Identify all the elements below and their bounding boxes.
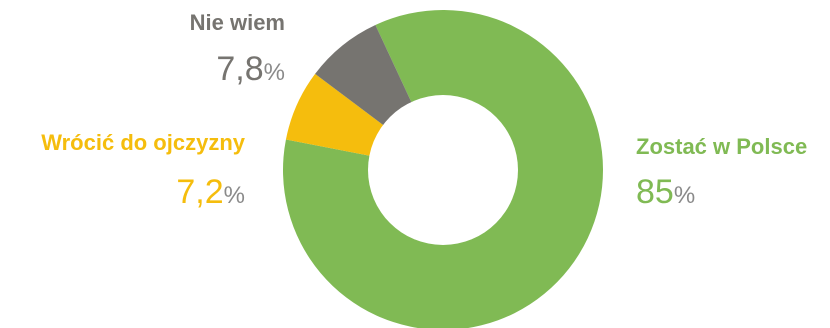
label-wrocic: Wrócić do ojczyzny 7,2%: [41, 130, 246, 211]
slice-percent-zostac: %: [674, 182, 695, 209]
slice-number-zostac: 85: [636, 173, 674, 211]
slice-label-wrocic: Wrócić do ojczyzny: [41, 130, 246, 155]
slice-label-zostac: Zostać w Polsce: [636, 134, 807, 159]
donut-hole: [368, 95, 518, 245]
slice-number-wrocic: 7,2: [176, 173, 223, 211]
slice-percent-wrocic: %: [224, 182, 245, 209]
slice-value-wrocic: 7,2%: [176, 173, 245, 211]
label-zostac: Zostać w Polsce 85%: [636, 134, 807, 211]
slice-value-zostac: 85%: [636, 173, 695, 211]
slice-label-nie-wiem: Nie wiem: [190, 10, 285, 35]
slice-value-nie-wiem: 7,8%: [216, 50, 285, 88]
slice-percent-nie-wiem: %: [264, 59, 285, 86]
label-nie-wiem: Nie wiem 7,8%: [190, 10, 285, 88]
slice-number-nie-wiem: 7,8: [216, 50, 263, 88]
